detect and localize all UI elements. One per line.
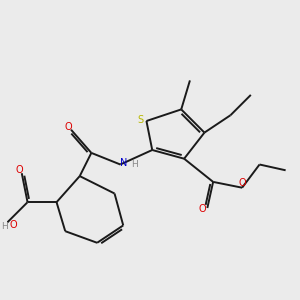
Text: O: O xyxy=(239,178,247,188)
Text: O: O xyxy=(198,204,206,214)
Text: H: H xyxy=(2,222,8,231)
Text: O: O xyxy=(10,220,17,230)
Text: O: O xyxy=(64,122,72,132)
Text: O: O xyxy=(15,165,23,175)
Text: N: N xyxy=(120,158,127,168)
Text: S: S xyxy=(137,115,143,124)
Text: H: H xyxy=(131,160,138,169)
